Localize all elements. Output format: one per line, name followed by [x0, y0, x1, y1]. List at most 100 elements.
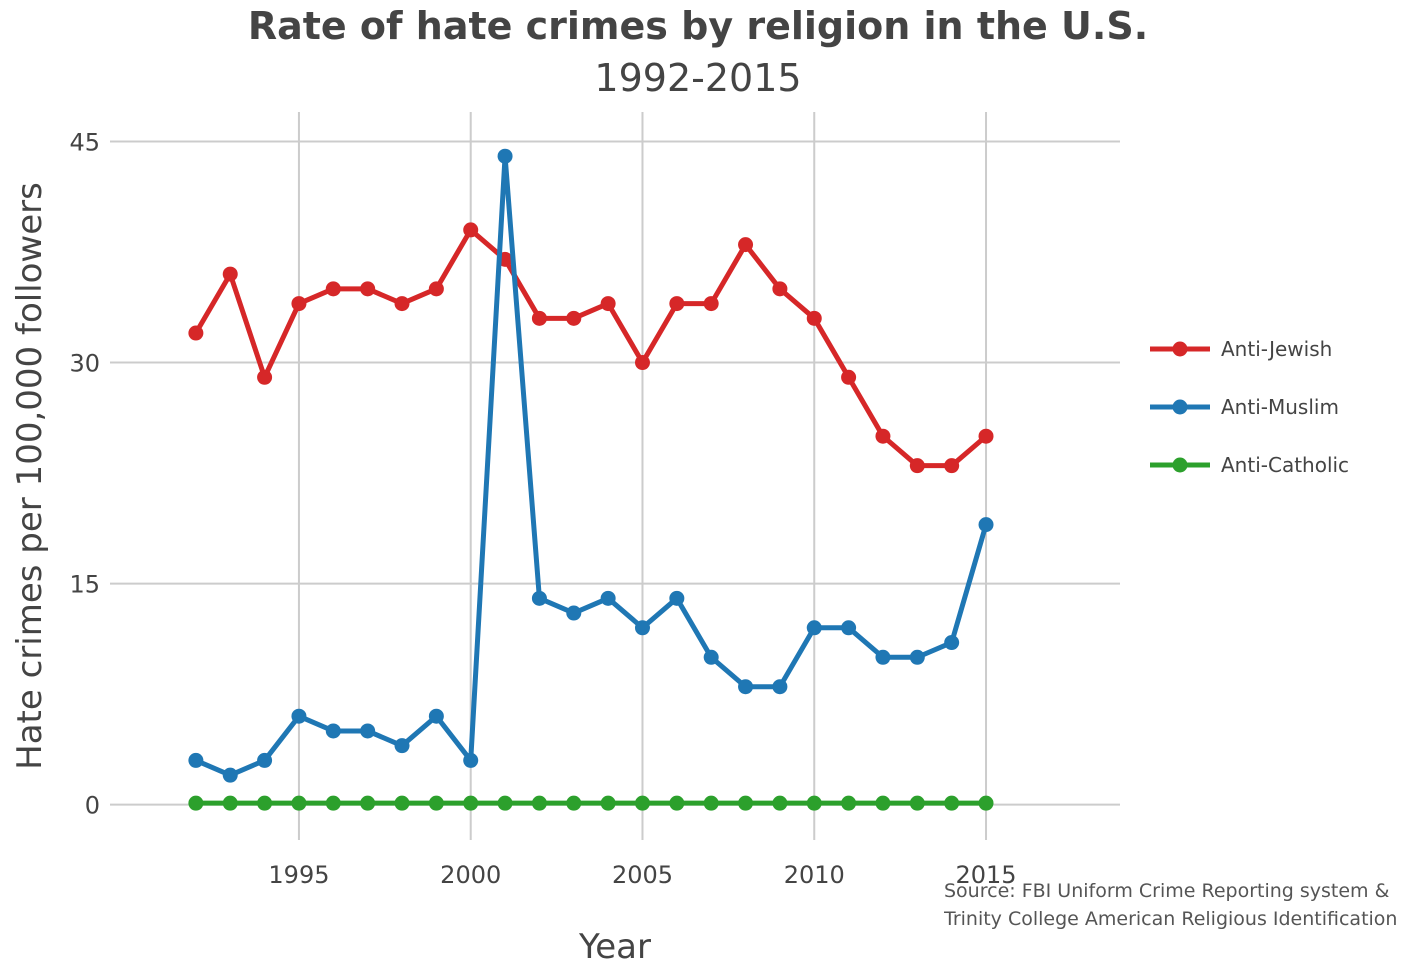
data-point [566, 605, 582, 621]
source-note: Source: FBI Uniform Crime Reporting syst… [944, 877, 1396, 933]
series-anti-catholic [188, 795, 994, 811]
data-point [428, 281, 444, 297]
data-point [428, 795, 444, 811]
data-point [875, 649, 891, 665]
data-point [772, 281, 788, 297]
data-point [978, 428, 994, 444]
data-point [222, 795, 238, 811]
data-point [531, 795, 547, 811]
data-point [772, 679, 788, 695]
data-point [806, 310, 822, 326]
data-point [257, 795, 273, 811]
data-point [360, 795, 376, 811]
gridlines [110, 112, 1120, 840]
data-point [394, 795, 410, 811]
source-line-2: Trinity College American Religious Ident… [944, 908, 1396, 930]
data-point [669, 296, 685, 312]
data-point [944, 635, 960, 651]
legend-marker [1172, 341, 1188, 357]
data-point [531, 590, 547, 606]
data-point [909, 795, 925, 811]
chart-subtitle: 1992-2015 [594, 56, 802, 100]
y-tick-label: 30 [69, 350, 100, 378]
data-point [944, 795, 960, 811]
data-point [257, 752, 273, 768]
y-axis-ticks: 0 15 30 45 [69, 128, 100, 819]
data-point [703, 795, 719, 811]
legend-item[interactable]: Anti-Muslim [1150, 395, 1339, 419]
data-point [497, 148, 513, 164]
data-point [806, 795, 822, 811]
data-point [600, 590, 616, 606]
y-tick-label: 45 [69, 128, 100, 156]
x-axis-ticks: 1995 2000 2005 2010 2015 [268, 861, 1016, 889]
data-point [360, 723, 376, 739]
data-point [909, 458, 925, 474]
x-axis-label: Year [578, 927, 651, 967]
data-point [944, 458, 960, 474]
legend-marker [1172, 399, 1188, 415]
data-point [291, 296, 307, 312]
data-point [394, 738, 410, 754]
data-point [257, 369, 273, 385]
legend-item[interactable]: Anti-Jewish [1150, 337, 1332, 361]
data-point [188, 795, 204, 811]
data-point [738, 795, 754, 811]
x-tick-label: 2000 [440, 861, 501, 889]
data-point [394, 296, 410, 312]
x-tick-label: 2015 [955, 861, 1016, 889]
legend-label: Anti-Catholic [1221, 453, 1349, 477]
data-point [325, 723, 341, 739]
x-tick-label: 2010 [784, 861, 845, 889]
data-point [634, 795, 650, 811]
data-point [875, 428, 891, 444]
data-point [325, 281, 341, 297]
data-point [291, 708, 307, 724]
data-point [222, 767, 238, 783]
legend-marker [1172, 457, 1188, 473]
data-point [566, 795, 582, 811]
data-point [978, 795, 994, 811]
data-point [978, 517, 994, 533]
data-point [669, 795, 685, 811]
data-point [669, 590, 685, 606]
data-point [806, 620, 822, 636]
data-point [634, 355, 650, 371]
data-point [428, 708, 444, 724]
data-point [291, 795, 307, 811]
legend-label: Anti-Jewish [1221, 337, 1332, 361]
data-point [360, 281, 376, 297]
data-point [841, 620, 857, 636]
y-tick-label: 0 [85, 792, 100, 820]
data-point [531, 310, 547, 326]
legend: Anti-Jewish Anti-Muslim Anti-Catholic [1150, 337, 1349, 477]
data-point [738, 679, 754, 695]
legend-item[interactable]: Anti-Catholic [1150, 453, 1349, 477]
data-point [875, 795, 891, 811]
data-point [841, 369, 857, 385]
data-point [772, 795, 788, 811]
data-point [222, 266, 238, 282]
data-point [634, 620, 650, 636]
y-axis-label: Hate crimes per 100,000 followers [10, 182, 50, 770]
data-point [600, 296, 616, 312]
data-point [463, 795, 479, 811]
series-lines [188, 148, 994, 811]
data-point [566, 310, 582, 326]
y-tick-label: 15 [69, 571, 100, 599]
source-line-1: Source: FBI Uniform Crime Reporting syst… [944, 880, 1390, 902]
data-point [909, 649, 925, 665]
series-line [193, 227, 988, 469]
data-point [703, 296, 719, 312]
series-anti-jewish [188, 222, 994, 474]
series-line [194, 153, 989, 778]
data-point [497, 795, 513, 811]
data-point [463, 222, 479, 238]
data-point [841, 795, 857, 811]
legend-label: Anti-Muslim [1221, 395, 1339, 419]
data-point [600, 795, 616, 811]
data-point [738, 237, 754, 253]
chart-title: Rate of hate crimes by religion in the U… [247, 4, 1149, 48]
series-anti-muslim [188, 148, 994, 783]
